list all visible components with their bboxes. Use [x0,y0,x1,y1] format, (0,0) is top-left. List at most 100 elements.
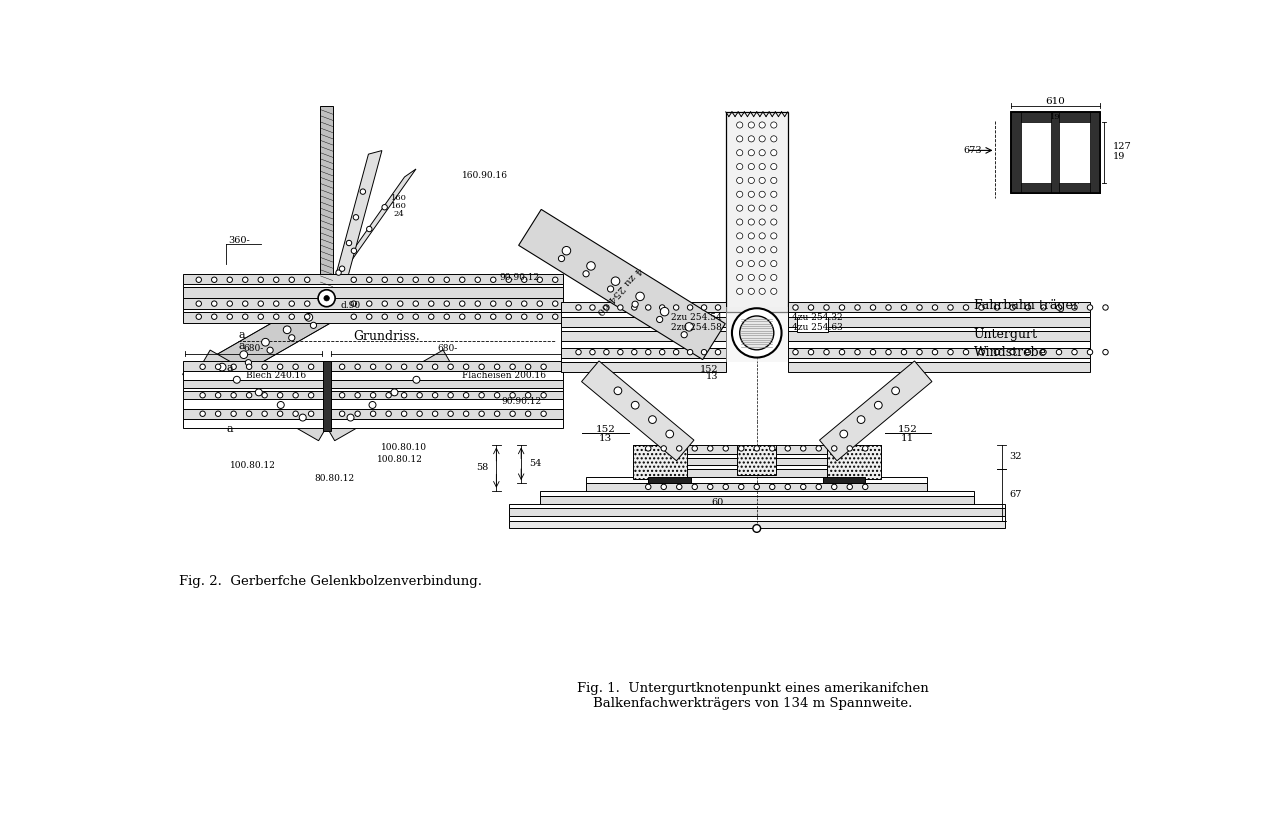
Bar [1051,112,1059,193]
Circle shape [736,191,742,198]
Circle shape [385,364,392,369]
Circle shape [370,364,376,369]
Circle shape [413,314,419,319]
Circle shape [398,301,403,306]
Circle shape [242,301,248,306]
Bar [562,312,726,317]
Circle shape [855,350,860,355]
Circle shape [608,286,613,292]
Text: 2zu 254.54: 2zu 254.54 [671,313,722,322]
Circle shape [448,411,453,417]
Circle shape [255,389,262,395]
Circle shape [381,314,388,319]
Text: 58: 58 [476,463,489,472]
Circle shape [736,275,742,280]
Text: 19: 19 [1050,114,1061,121]
Circle shape [521,277,527,283]
Circle shape [227,301,233,306]
Text: 11: 11 [901,434,914,443]
Bar [183,400,563,409]
Circle shape [792,350,799,355]
Bar [1021,122,1051,183]
Circle shape [681,332,687,337]
Bar [183,312,563,323]
Circle shape [576,350,581,355]
Circle shape [433,364,438,369]
Circle shape [759,191,765,198]
Circle shape [847,484,852,489]
Circle shape [631,401,639,409]
Circle shape [892,387,900,395]
Circle shape [771,191,777,198]
Circle shape [211,301,218,306]
Circle shape [278,364,283,369]
Circle shape [677,446,682,451]
Circle shape [749,219,754,225]
Circle shape [687,305,692,310]
Bar [508,520,1005,529]
Circle shape [979,350,984,355]
Circle shape [759,261,765,266]
Circle shape [824,305,829,310]
Circle shape [538,301,543,306]
Circle shape [1087,350,1093,355]
Circle shape [771,247,777,252]
Circle shape [576,305,581,310]
Circle shape [381,204,388,210]
Circle shape [200,392,205,398]
Circle shape [771,233,777,239]
Circle shape [759,177,765,184]
Circle shape [618,305,623,310]
Circle shape [475,301,480,306]
Circle shape [283,326,291,333]
Circle shape [293,411,298,417]
Circle shape [196,314,201,319]
Circle shape [631,350,637,355]
Circle shape [660,484,667,489]
Text: Blech 240.16: Blech 240.16 [246,371,306,380]
Circle shape [460,314,465,319]
Circle shape [490,277,495,283]
Circle shape [429,277,434,283]
Circle shape [886,350,891,355]
Bar [320,105,333,291]
Circle shape [541,392,547,398]
Circle shape [278,392,283,398]
Circle shape [215,392,221,398]
Circle shape [289,314,294,319]
Circle shape [995,305,1000,310]
Circle shape [800,484,806,489]
Circle shape [1056,305,1061,310]
Circle shape [463,411,468,417]
Circle shape [433,392,438,398]
Circle shape [300,414,306,421]
Circle shape [463,392,468,398]
Circle shape [964,350,969,355]
Circle shape [509,411,516,417]
Circle shape [631,305,637,310]
Circle shape [463,364,468,369]
Bar [1011,112,1100,122]
Circle shape [233,377,241,383]
Circle shape [247,392,252,398]
Text: 360-: 360- [228,236,250,245]
Circle shape [749,163,754,170]
Text: a: a [227,424,233,434]
Circle shape [792,305,799,310]
Circle shape [259,277,264,283]
Text: 24: 24 [393,209,404,217]
Circle shape [736,219,742,225]
Circle shape [335,270,342,275]
Bar [787,317,1091,327]
Circle shape [808,305,814,310]
Circle shape [355,392,361,398]
Circle shape [262,392,268,398]
Circle shape [586,261,595,270]
Circle shape [1025,305,1030,310]
Text: 152: 152 [899,425,918,434]
Circle shape [863,446,868,451]
Circle shape [701,350,707,355]
Circle shape [310,322,316,328]
Circle shape [360,189,366,194]
Circle shape [749,205,754,212]
